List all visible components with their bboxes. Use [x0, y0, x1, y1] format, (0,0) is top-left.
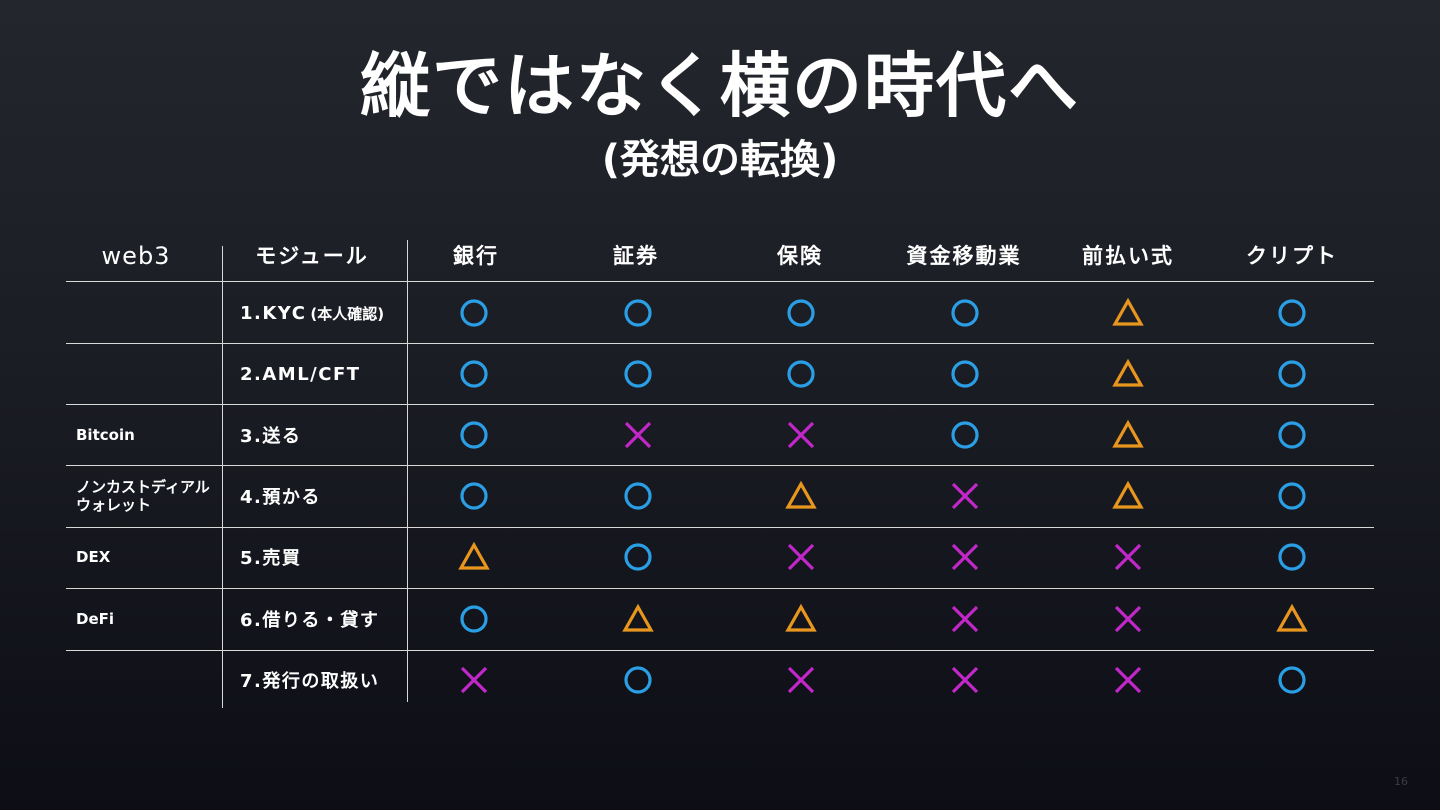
row-divider — [66, 465, 1374, 466]
row-module-text: 2.AML/CFT — [240, 363, 361, 385]
triangle-mark-icon — [785, 480, 817, 512]
circle-mark-icon — [458, 358, 490, 390]
triangle-mark-icon — [1112, 297, 1144, 329]
circle-mark-icon — [622, 480, 654, 512]
circle-mark-icon — [622, 358, 654, 390]
triangle-mark-icon — [458, 541, 490, 573]
row-divider — [66, 527, 1374, 528]
triangle-mark-icon — [1112, 419, 1144, 451]
cross-mark-icon — [622, 419, 654, 451]
row-web3-label: DEX — [76, 527, 222, 587]
cross-mark-icon — [1112, 603, 1144, 635]
column-divider — [222, 246, 223, 708]
row-module-label: 2.AML/CFT — [240, 344, 406, 404]
row-web3-label: Bitcoin — [76, 405, 222, 465]
header-column: 銀行 — [453, 244, 499, 268]
circle-mark-icon — [458, 297, 490, 329]
row-web3-text: DeFi — [76, 610, 115, 628]
row-module-text: 7.発行の取扱い — [240, 671, 380, 692]
cross-mark-icon — [1112, 541, 1144, 573]
triangle-mark-icon — [785, 603, 817, 635]
triangle-mark-icon — [1112, 480, 1144, 512]
circle-mark-icon — [622, 541, 654, 573]
row-web3-text: Bitcoin — [76, 426, 135, 444]
row-module-note: (本人確認) — [310, 304, 385, 323]
header-module: モジュール — [255, 244, 369, 268]
row-module-label: 7.発行の取扱い — [240, 650, 406, 710]
circle-mark-icon — [949, 419, 981, 451]
cross-mark-icon — [949, 541, 981, 573]
column-divider — [407, 240, 408, 702]
page-number: 16 — [1394, 775, 1408, 788]
cross-mark-icon — [1112, 664, 1144, 696]
cross-mark-icon — [949, 603, 981, 635]
row-module-text: 1.KYC — [240, 302, 307, 324]
cross-mark-icon — [949, 664, 981, 696]
cross-mark-icon — [785, 419, 817, 451]
circle-mark-icon — [458, 419, 490, 451]
circle-mark-icon — [622, 664, 654, 696]
slide-subtitle: (発想の転換) — [601, 137, 839, 183]
header-column: 保険 — [777, 244, 823, 268]
header-column: 前払い式 — [1082, 244, 1174, 268]
slide-title: 縦ではなく横の時代へ — [360, 45, 1080, 127]
row-web3-text: DEX — [76, 548, 111, 566]
cross-mark-icon — [785, 664, 817, 696]
row-module-label: 3.送る — [240, 405, 406, 465]
row-divider — [66, 343, 1374, 344]
circle-mark-icon — [458, 480, 490, 512]
circle-mark-icon — [949, 297, 981, 329]
circle-mark-icon — [1276, 358, 1308, 390]
row-module-text: 4.預かる — [240, 487, 321, 508]
row-web3-text: ノンカストディアル ウォレット — [76, 478, 210, 514]
row-module-text: 6.借りる・貸す — [240, 610, 380, 631]
row-divider — [66, 281, 1374, 282]
triangle-mark-icon — [1276, 603, 1308, 635]
cross-mark-icon — [458, 664, 490, 696]
circle-mark-icon — [1276, 664, 1308, 696]
circle-mark-icon — [785, 358, 817, 390]
row-web3-label — [76, 650, 222, 710]
header-web3: web3 — [101, 242, 171, 270]
row-module-label: 5.売買 — [240, 527, 406, 587]
row-module-text: 3.送る — [240, 426, 302, 447]
circle-mark-icon — [1276, 541, 1308, 573]
circle-mark-icon — [1276, 480, 1308, 512]
row-web3-label: DeFi — [76, 589, 222, 649]
cross-mark-icon — [949, 480, 981, 512]
header-column: 証券 — [613, 244, 659, 268]
circle-mark-icon — [458, 603, 490, 635]
header-column: クリプト — [1246, 244, 1338, 268]
circle-mark-icon — [785, 297, 817, 329]
row-web3-label — [76, 344, 222, 404]
circle-mark-icon — [1276, 419, 1308, 451]
row-divider — [66, 650, 1374, 651]
row-module-label: 4.預かる — [240, 466, 406, 526]
row-module-label: 1.KYC (本人確認) — [240, 283, 406, 343]
row-divider — [66, 404, 1374, 405]
header-column: 資金移動業 — [906, 244, 1022, 268]
circle-mark-icon — [949, 358, 981, 390]
row-module-text: 5.売買 — [240, 548, 302, 569]
row-web3-label: ノンカストディアル ウォレット — [76, 466, 222, 526]
circle-mark-icon — [1276, 297, 1308, 329]
row-module-label: 6.借りる・貸す — [240, 589, 406, 649]
cross-mark-icon — [785, 541, 817, 573]
row-divider — [66, 588, 1374, 589]
triangle-mark-icon — [622, 603, 654, 635]
circle-mark-icon — [622, 297, 654, 329]
row-web3-label — [76, 283, 222, 343]
triangle-mark-icon — [1112, 358, 1144, 390]
